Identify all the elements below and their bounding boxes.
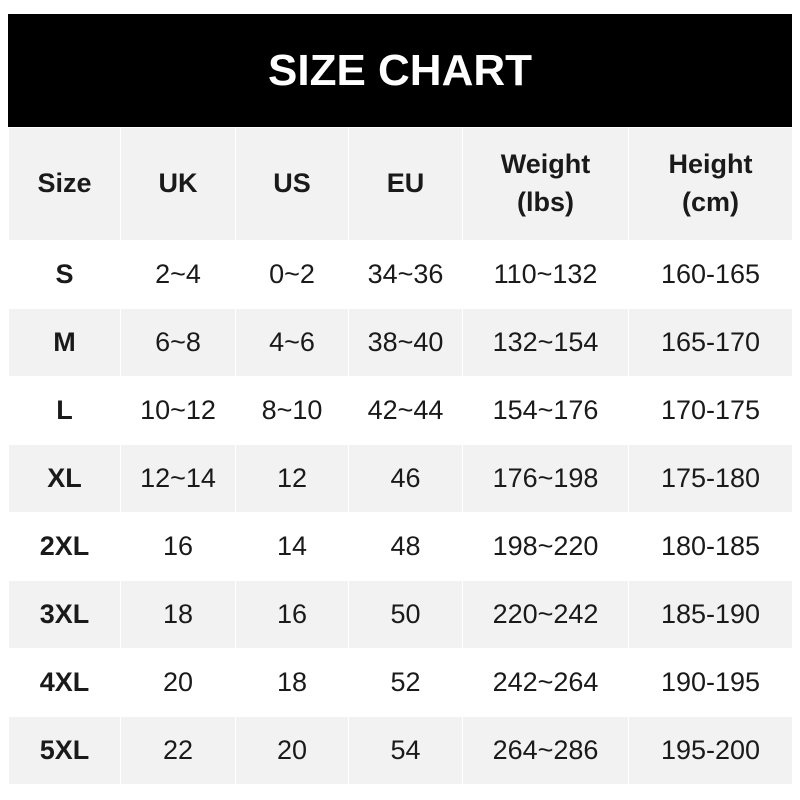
cell-uk: 2~4 [120, 240, 236, 309]
cell-eu: 54 [348, 716, 463, 785]
cell-uk: 22 [120, 716, 236, 785]
cell-us: 18 [235, 648, 349, 717]
cell-us: 4~6 [235, 308, 349, 377]
header-text: UK [158, 168, 198, 199]
cell-size: 5XL [8, 716, 121, 785]
header-text: US [273, 168, 311, 199]
table-row: M 6~8 4~6 38~40 132~154 165-170 [8, 308, 793, 377]
cell-uk: 12~14 [120, 444, 236, 513]
cell-height: 165-170 [628, 308, 793, 377]
cell-size: L [8, 376, 121, 445]
column-header-size: Size [8, 127, 121, 241]
cell-eu: 38~40 [348, 308, 463, 377]
cell-eu: 48 [348, 512, 463, 581]
cell-height: 185-190 [628, 580, 793, 649]
cell-weight: 198~220 [462, 512, 629, 581]
table-row: S 2~4 0~2 34~36 110~132 160-165 [8, 240, 793, 309]
header-text: EU [386, 168, 425, 199]
cell-height: 190-195 [628, 648, 793, 717]
cell-weight: 264~286 [462, 716, 629, 785]
cell-size: XL [8, 444, 121, 513]
cell-uk: 20 [120, 648, 236, 717]
column-header-uk: UK [120, 127, 236, 241]
cell-eu: 42~44 [348, 376, 463, 445]
page-title: SIZE CHART [8, 14, 792, 127]
cell-us: 8~10 [235, 376, 349, 445]
table-row: 4XL 20 18 52 242~264 190-195 [8, 648, 793, 717]
cell-size: 3XL [8, 580, 121, 649]
cell-eu: 50 [348, 580, 463, 649]
cell-us: 20 [235, 716, 349, 785]
column-header-us: US [235, 127, 349, 241]
cell-uk: 18 [120, 580, 236, 649]
cell-size: S [8, 240, 121, 309]
cell-size: M [8, 308, 121, 377]
cell-weight: 242~264 [462, 648, 629, 717]
cell-us: 16 [235, 580, 349, 649]
table-row: 2XL 16 14 48 198~220 180-185 [8, 512, 793, 581]
cell-weight: 154~176 [462, 376, 629, 445]
table-row: L 10~12 8~10 42~44 154~176 170-175 [8, 376, 793, 445]
header-text: Weight [500, 149, 591, 180]
column-header-eu: EU [348, 127, 463, 241]
cell-size: 2XL [8, 512, 121, 581]
cell-uk: 6~8 [120, 308, 236, 377]
cell-us: 0~2 [235, 240, 349, 309]
header-text: (cm) [681, 187, 739, 217]
cell-eu: 52 [348, 648, 463, 717]
column-header-height: Height (cm) [628, 127, 793, 241]
header-text: Height [668, 149, 753, 180]
cell-weight: 220~242 [462, 580, 629, 649]
cell-height: 180-185 [628, 512, 793, 581]
cell-eu: 34~36 [348, 240, 463, 309]
header-text: Size [37, 168, 92, 199]
cell-us: 14 [235, 512, 349, 581]
column-header-weight: Weight (lbs) [462, 127, 629, 241]
table-row: 5XL 22 20 54 264~286 195-200 [8, 716, 793, 785]
table-row: 3XL 18 16 50 220~242 185-190 [8, 580, 793, 649]
cell-us: 12 [235, 444, 349, 513]
cell-height: 170-175 [628, 376, 793, 445]
cell-weight: 132~154 [462, 308, 629, 377]
cell-height: 195-200 [628, 716, 793, 785]
cell-uk: 10~12 [120, 376, 236, 445]
cell-weight: 110~132 [462, 240, 629, 309]
cell-height: 160-165 [628, 240, 793, 309]
header-row: Size UK US EU Weight (lbs) Height (cm) [8, 127, 793, 241]
cell-eu: 46 [348, 444, 463, 513]
cell-uk: 16 [120, 512, 236, 581]
table-row: XL 12~14 12 46 176~198 175-180 [8, 444, 793, 513]
cell-weight: 176~198 [462, 444, 629, 513]
cell-height: 175-180 [628, 444, 793, 513]
header-text: (lbs) [517, 187, 574, 217]
size-table: Size UK US EU Weight (lbs) Height (cm) S 2~4 0~2 3… [8, 127, 793, 785]
cell-size: 4XL [8, 648, 121, 717]
